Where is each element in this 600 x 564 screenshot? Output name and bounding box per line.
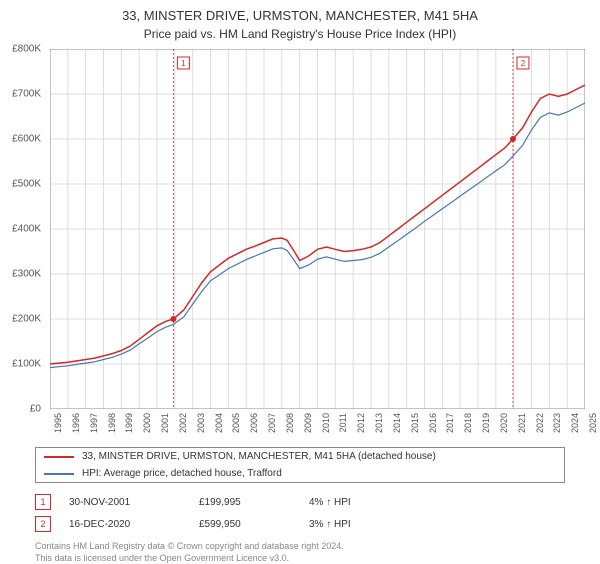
x-tick-label: 2012 — [356, 413, 366, 433]
x-tick-label: 2022 — [535, 413, 545, 433]
x-tick-label: 2013 — [374, 413, 384, 433]
x-tick-label: 2009 — [303, 413, 313, 433]
y-tick-label: £500K — [12, 179, 41, 190]
x-tick-label: 2020 — [499, 413, 509, 433]
y-tick-label: £800K — [12, 44, 41, 55]
x-tick-label: 2016 — [428, 413, 438, 433]
marker-id-box: 1 — [35, 494, 51, 510]
marker-detail-row: 2 16-DEC-2020£599,9503% ↑ HPI — [35, 513, 565, 535]
legend-label: HPI: Average price, detached house, Traf… — [82, 468, 282, 479]
x-tick-label: 2004 — [214, 413, 224, 433]
marker-id-box: 2 — [35, 516, 51, 532]
x-tick-label: 2021 — [517, 413, 527, 433]
chart-title: 33, MINSTER DRIVE, URMSTON, MANCHESTER, … — [0, 0, 600, 23]
y-tick-label: £100K — [12, 359, 41, 370]
chart-area: £0£100K£200K£300K£400K£500K£600K£700K£80… — [50, 49, 585, 409]
x-tick-label: 2014 — [392, 413, 402, 433]
x-tick-label: 2003 — [196, 413, 206, 433]
marker-date: 30-NOV-2001 — [69, 497, 199, 508]
y-tick-label: £200K — [12, 314, 41, 325]
x-tick-label: 1997 — [89, 413, 99, 433]
marker-delta: 4% ↑ HPI — [309, 497, 409, 508]
x-tick-label: 2019 — [481, 413, 491, 433]
x-tick-label: 2000 — [142, 413, 152, 433]
marker-price: £199,995 — [199, 497, 309, 508]
x-tick-label: 1999 — [124, 413, 134, 433]
x-tick-label: 2018 — [463, 413, 473, 433]
x-axis: 1995 1996 1997 1998 1999 2000 2001 2002 2003 2004… — [50, 409, 585, 439]
legend-swatch — [44, 456, 74, 458]
x-tick-label: 2024 — [570, 413, 580, 433]
chart-container: 33, MINSTER DRIVE, URMSTON, MANCHESTER, … — [0, 0, 600, 560]
x-tick-label: 2015 — [410, 413, 420, 433]
marker-delta: 3% ↑ HPI — [309, 519, 409, 530]
legend-label: 33, MINSTER DRIVE, URMSTON, MANCHESTER, … — [82, 451, 436, 462]
svg-text:1: 1 — [181, 59, 186, 68]
y-tick-label: £600K — [12, 134, 41, 145]
marker-price: £599,950 — [199, 519, 309, 530]
marker-detail-row: 1 30-NOV-2001£199,9954% ↑ HPI — [35, 491, 565, 513]
x-tick-label: 2007 — [267, 413, 277, 433]
marker-details-table: 1 30-NOV-2001£199,9954% ↑ HPI 2 16-DEC-2020… — [35, 491, 565, 535]
svg-text:2: 2 — [521, 59, 526, 68]
x-tick-label: 2023 — [552, 413, 562, 433]
chart-subtitle: Price paid vs. HM Land Registry's House … — [0, 23, 600, 49]
footer: Contains HM Land Registry data © Crown c… — [35, 541, 565, 564]
x-tick-label: 2006 — [249, 413, 259, 433]
x-tick-label: 2025 — [588, 413, 598, 433]
x-tick-label: 2008 — [285, 413, 295, 433]
x-tick-label: 2002 — [178, 413, 188, 433]
x-tick-label: 2011 — [338, 413, 348, 432]
plot: 12 — [50, 49, 585, 409]
x-tick-label: 1995 — [53, 413, 63, 433]
legend-swatch — [44, 473, 74, 475]
y-tick-label: £400K — [12, 224, 41, 235]
x-tick-label: 2005 — [231, 413, 241, 433]
footer-line-2: This data is licensed under the Open Gov… — [35, 553, 565, 564]
legend: 33, MINSTER DRIVE, URMSTON, MANCHESTER, … — [35, 447, 565, 483]
footer-line-1: Contains HM Land Registry data © Crown c… — [35, 541, 565, 553]
marker-date: 16-DEC-2020 — [69, 519, 199, 530]
x-tick-label: 2001 — [160, 413, 170, 433]
legend-row: 33, MINSTER DRIVE, URMSTON, MANCHESTER, … — [36, 448, 564, 465]
legend-row: HPI: Average price, detached house, Traf… — [36, 465, 564, 482]
y-tick-label: £700K — [12, 89, 41, 100]
y-tick-label: £300K — [12, 269, 41, 280]
x-tick-label: 2017 — [445, 413, 455, 433]
y-tick-label: £0 — [30, 404, 41, 415]
y-axis: £0£100K£200K£300K£400K£500K£600K£700K£80… — [0, 49, 45, 409]
x-tick-label: 2010 — [321, 413, 331, 433]
x-tick-label: 1996 — [71, 413, 81, 433]
x-tick-label: 1998 — [107, 413, 117, 433]
